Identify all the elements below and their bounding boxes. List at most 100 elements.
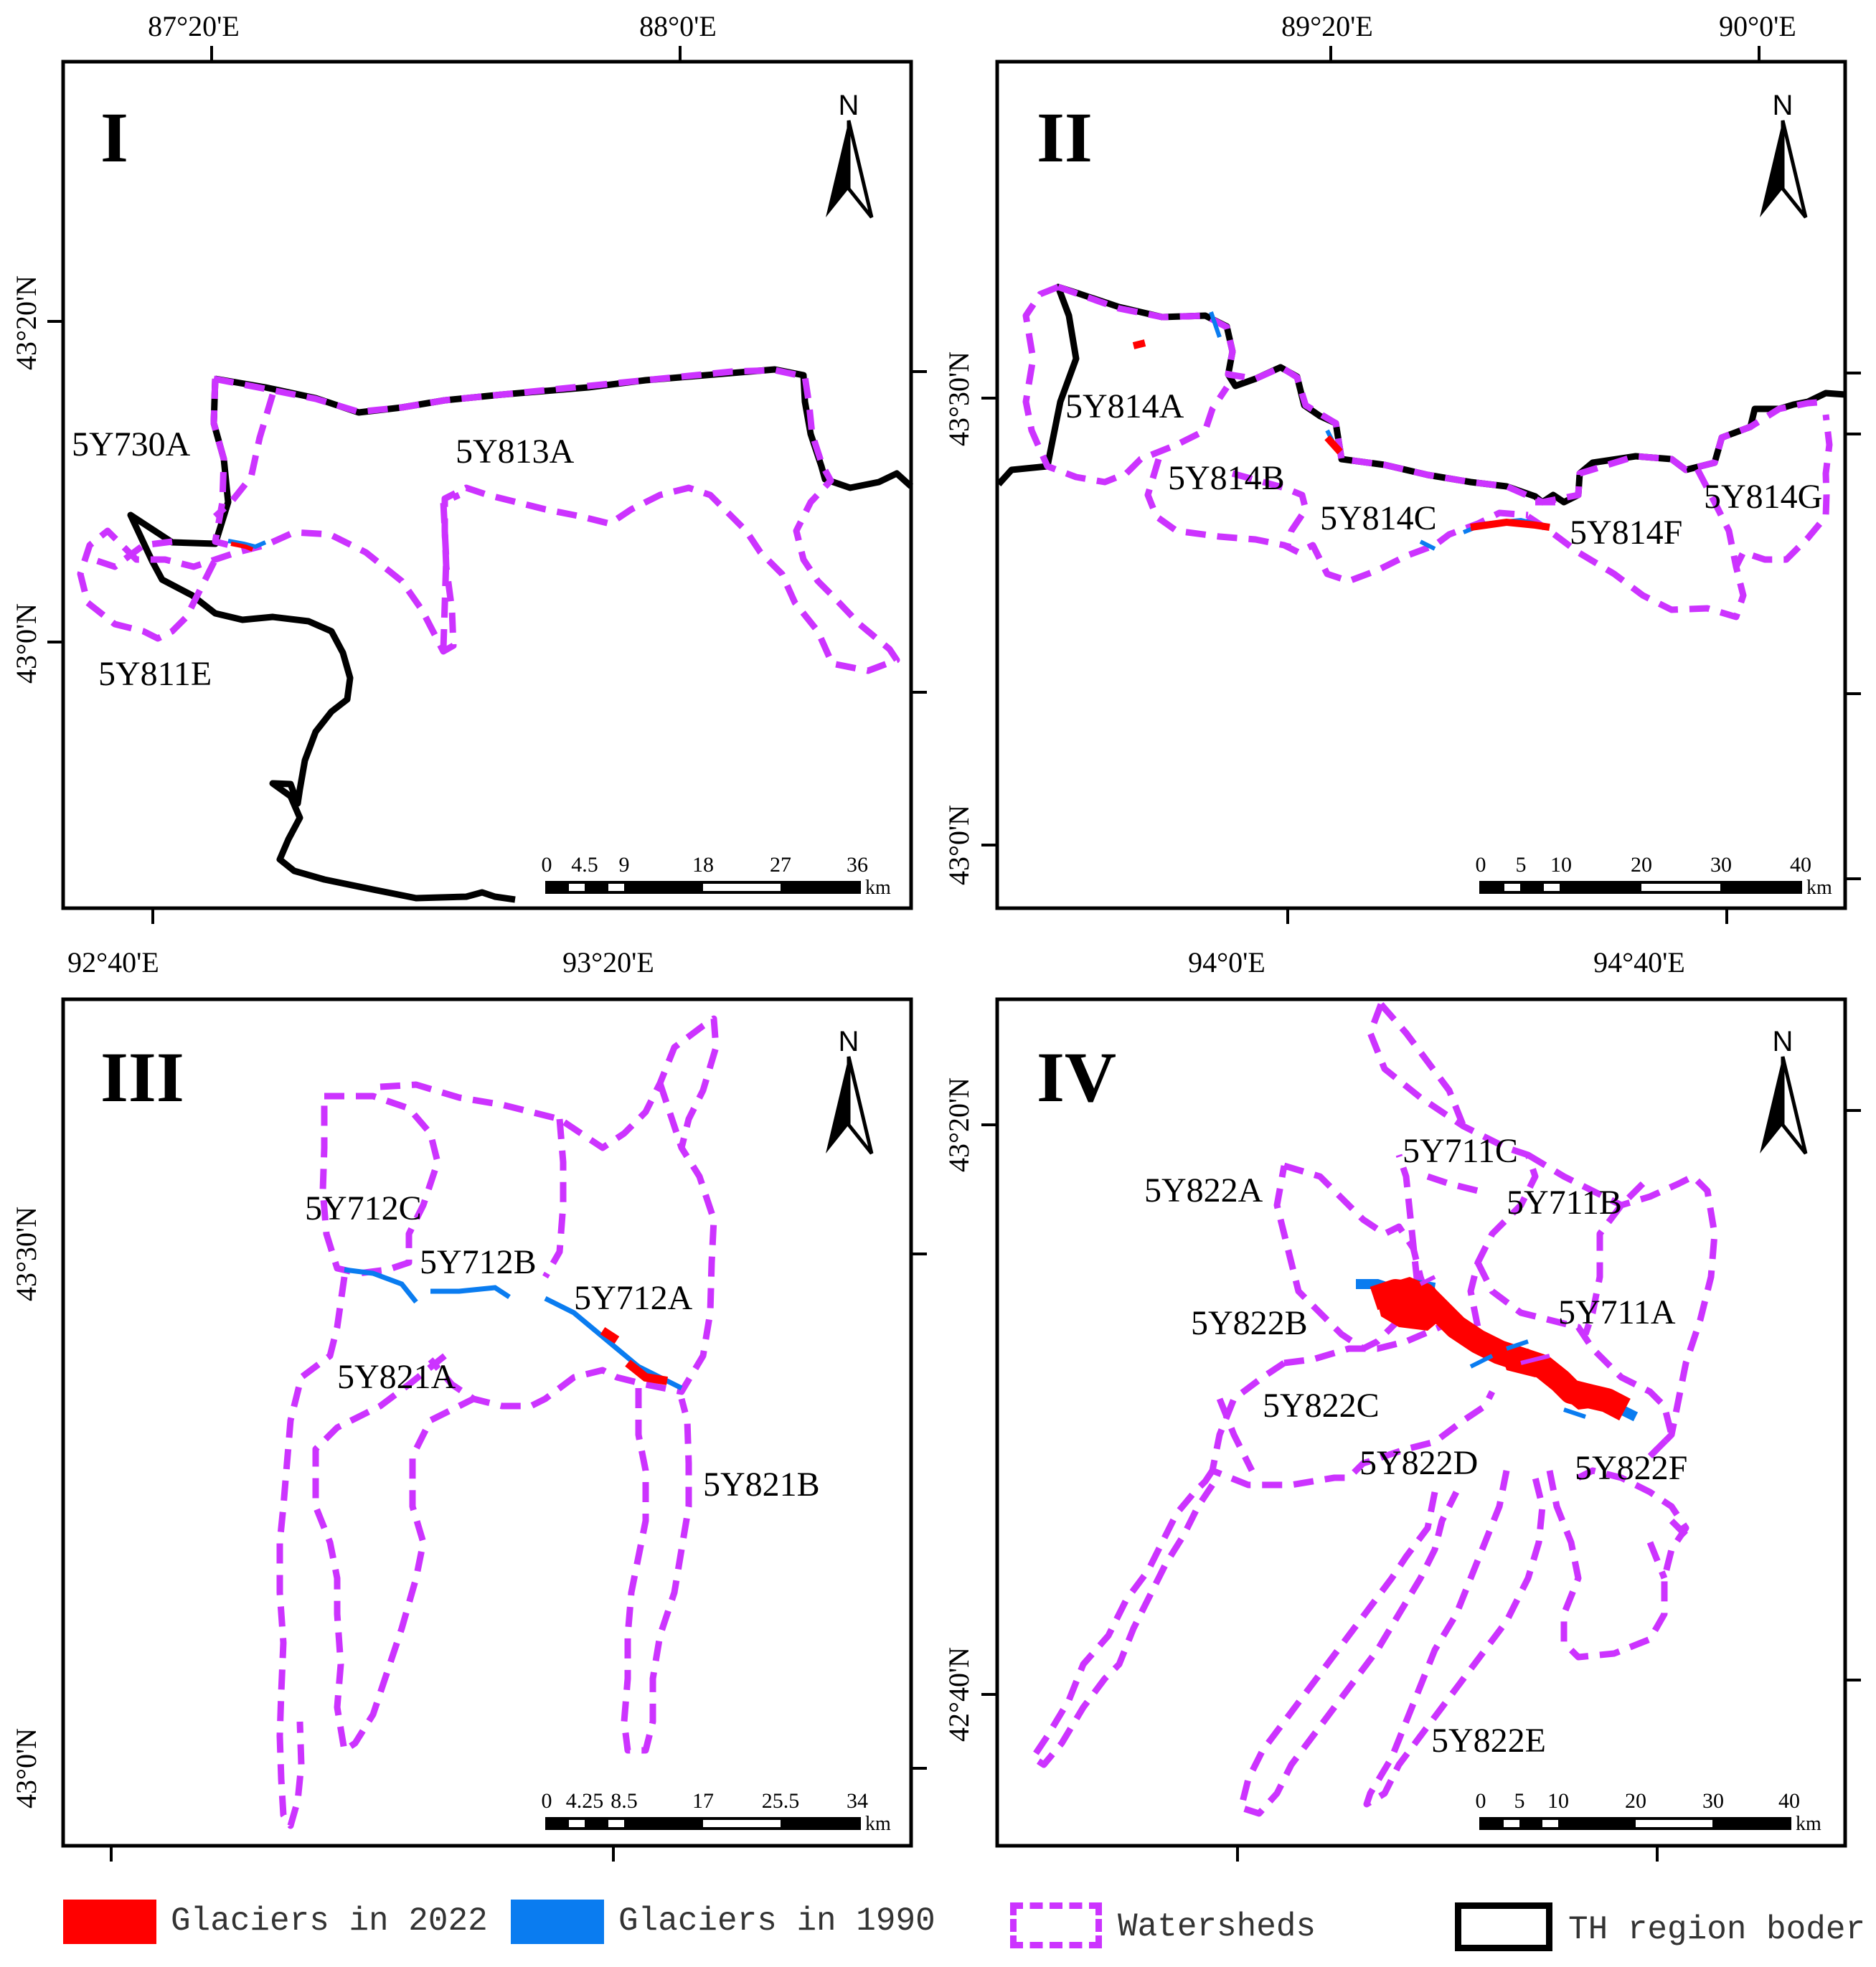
scale-tick: 0 xyxy=(542,853,552,877)
lat-label: 43°0'N xyxy=(10,1728,42,1808)
map-panel-3: 92°40'E 93°20'E 43°30'N 43°0'N III 5Y712… xyxy=(10,946,927,1862)
legend: Glaciers in 2022 Glaciers in 1990 Waters… xyxy=(0,1887,1876,1958)
scale-tick: 0 xyxy=(1476,853,1486,877)
watershed-boundary xyxy=(1231,470,1309,547)
lon-label: 87°20'E xyxy=(148,10,240,42)
watershed-label: 5Y822C xyxy=(1263,1387,1380,1425)
north-label: N xyxy=(1773,90,1793,121)
legend-label-watersheds: Watersheds xyxy=(1118,1908,1316,1945)
watershed-boundary xyxy=(1029,1397,1255,1768)
panel-numeral: II xyxy=(1037,98,1093,177)
scale-tick: 5 xyxy=(1514,1789,1525,1813)
watershed-label: 5Y821A xyxy=(337,1358,456,1396)
scale-tick: 8.5 xyxy=(611,1789,638,1813)
scale-unit: km xyxy=(1806,877,1832,899)
scale-tick: 20 xyxy=(1631,853,1652,877)
watershed-label: 5Y712B xyxy=(420,1243,537,1281)
watershed-label: 5Y711C xyxy=(1403,1132,1518,1170)
watershed-boundary xyxy=(1535,467,1740,567)
watershed-boundary xyxy=(1546,1467,1689,1661)
lat-label: 43°20'N xyxy=(10,275,42,370)
scale-tick: 25.5 xyxy=(762,1789,800,1813)
glacier-1990 xyxy=(1469,1339,1586,1419)
watershed-boundary xyxy=(1209,1360,1496,1489)
scale-bar: 0 5 10 20 30 40 km xyxy=(1476,1789,1822,1835)
panel-numeral: I xyxy=(100,98,128,177)
watershed-label: 5Y730A xyxy=(72,425,191,463)
lon-label: 94°0'E xyxy=(1188,946,1265,978)
scale-unit: km xyxy=(1796,1813,1821,1835)
scale-tick: 30 xyxy=(1710,853,1732,877)
scale-tick: 4.5 xyxy=(571,853,598,877)
watersheds-swatch xyxy=(1010,1902,1102,1948)
glacier-complex xyxy=(1356,1275,1639,1422)
scale-tick: 0 xyxy=(542,1789,552,1813)
watershed-label: 5Y822E xyxy=(1431,1722,1546,1760)
glacier-map-figure: 87°20'E 88°0'E 43°20'N 43°0'N I 5Y730A 5… xyxy=(10,10,1861,1862)
watershed-boundary xyxy=(1057,283,1826,506)
scale-tick: 17 xyxy=(692,1789,714,1813)
lat-label: 43°0'N xyxy=(10,603,42,684)
watershed-boundary xyxy=(1378,1002,1467,1128)
north-label: N xyxy=(1773,1026,1793,1057)
watershed-label: 5Y811E xyxy=(98,655,212,693)
watershed-boundary xyxy=(1238,1490,1460,1817)
scale-tick: 5 xyxy=(1516,853,1527,877)
watershed-boundary xyxy=(1273,1162,1431,1352)
watershed-boundary xyxy=(1283,1316,1458,1367)
watershed-label: 5Y711A xyxy=(1558,1293,1676,1331)
lon-label: 90°0'E xyxy=(1719,10,1796,42)
map-panel-2: 89°20'E 90°0'E 43°30'N 43°0'N II 5Y814A … xyxy=(943,10,1861,924)
lat-label: 42°40'N xyxy=(943,1647,975,1742)
watershed-boundary xyxy=(1526,1152,1718,1459)
watershed-label: 5Y821B xyxy=(703,1466,820,1504)
watershed-label: 5Y712C xyxy=(305,1189,422,1227)
watershed-boundary xyxy=(542,1118,567,1279)
scale-tick: 34 xyxy=(847,1789,868,1813)
lat-label: 43°30'N xyxy=(943,352,975,446)
scale-tick: 20 xyxy=(1625,1789,1646,1813)
panel-numeral: III xyxy=(100,1037,184,1117)
watershed-boundary xyxy=(1646,1518,1689,1580)
lon-label: 93°20'E xyxy=(562,946,654,978)
scale-bar: 0 5 10 20 30 40 km xyxy=(1476,853,1833,899)
map-panel-1: 87°20'E 88°0'E 43°20'N 43°0'N I 5Y730A 5… xyxy=(10,10,927,924)
watershed-label: 5Y712A xyxy=(574,1279,693,1317)
lat-label: 43°20'N xyxy=(943,1077,975,1172)
watershed-label: 5Y711B xyxy=(1507,1184,1622,1222)
scale-tick: 4.25 xyxy=(566,1789,604,1813)
watershed-boundary xyxy=(210,378,276,549)
legend-label-glaciers-1990: Glaciers in 1990 xyxy=(618,1902,935,1940)
map-panel-4: 94°0'E 94°40'E 43°20'N 42°40'N xyxy=(943,946,1861,1862)
watershed-label: 5Y814C xyxy=(1320,499,1437,537)
lon-label: 92°40'E xyxy=(67,946,159,978)
glacier-2022-swatch xyxy=(63,1900,156,1944)
scale-tick: 36 xyxy=(847,853,868,877)
scale-unit: km xyxy=(865,1813,891,1835)
scale-tick: 40 xyxy=(1790,853,1811,877)
watershed-label: 5Y822B xyxy=(1191,1304,1308,1342)
lat-label: 43°30'N xyxy=(10,1207,42,1301)
lon-label: 88°0'E xyxy=(639,10,717,42)
watershed-boundary xyxy=(380,1015,720,1410)
border-swatch xyxy=(1455,1902,1552,1951)
legend-label-border: TH region boder xyxy=(1568,1911,1866,1948)
watershed-boundary xyxy=(1363,1470,1546,1808)
watershed-label: 5Y813A xyxy=(456,433,575,471)
north-label: N xyxy=(839,90,859,121)
watershed-label: 5Y822A xyxy=(1144,1171,1263,1209)
glacier-2022 xyxy=(230,542,254,552)
glacier-2022 xyxy=(1132,339,1550,531)
watershed-label: 5Y814G xyxy=(1704,478,1822,516)
panel-numeral: IV xyxy=(1037,1037,1116,1117)
watershed-label: 5Y814A xyxy=(1065,387,1184,425)
glacier-2022 xyxy=(1419,1275,1550,1365)
glacier-1990-swatch xyxy=(511,1900,604,1944)
scale-tick: 0 xyxy=(1476,1789,1486,1813)
scale-tick: 10 xyxy=(1547,1789,1569,1813)
watershed-boundary xyxy=(656,1082,685,1149)
scale-tick: 30 xyxy=(1702,1789,1724,1813)
scale-bar: 0 4.5 9 18 27 36 km xyxy=(542,853,892,899)
watershed-boundary xyxy=(1022,283,1230,486)
watershed-label: 5Y822D xyxy=(1359,1444,1478,1482)
